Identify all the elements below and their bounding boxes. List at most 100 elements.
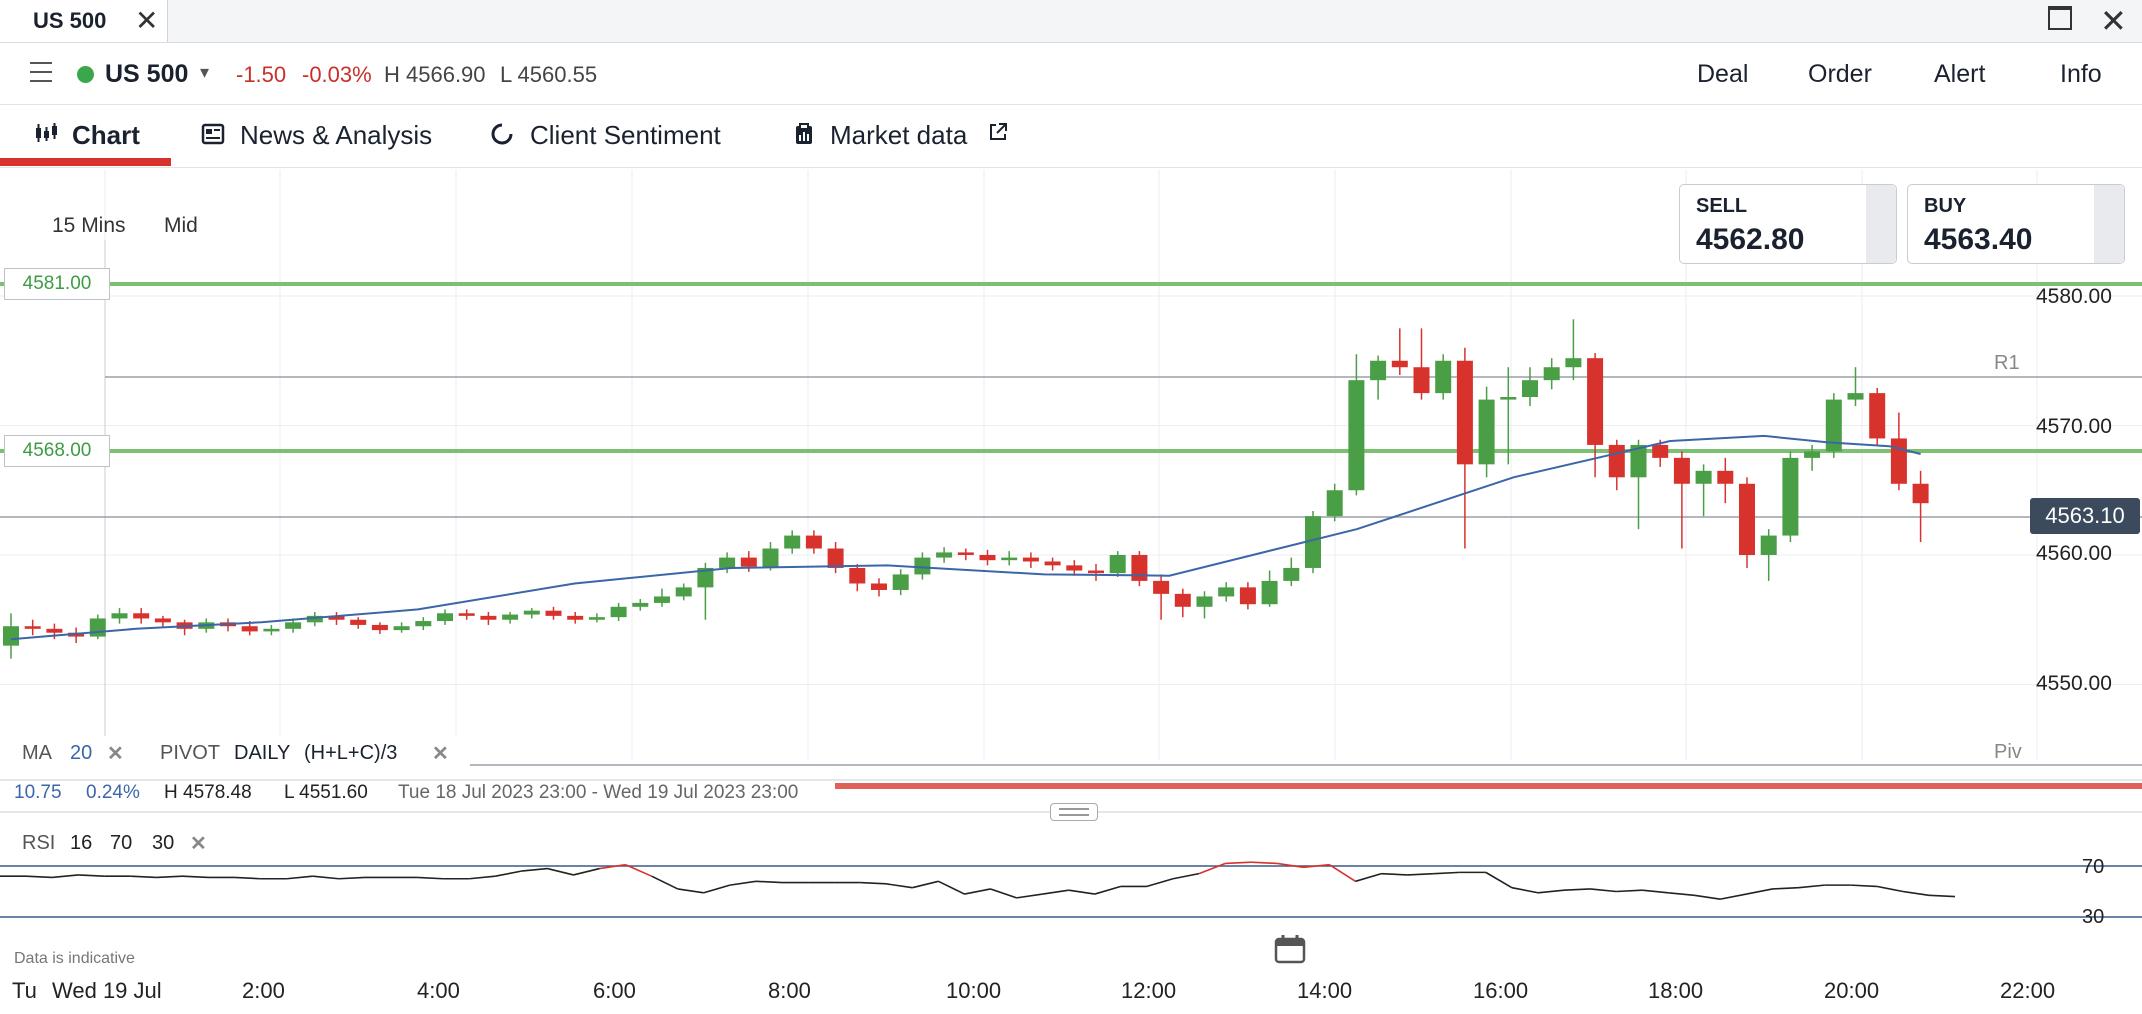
rsi-segment (469, 875, 496, 880)
external-link-icon[interactable] (988, 122, 1008, 142)
rsi-segment (1068, 889, 1095, 895)
candle-up (1326, 490, 1343, 517)
interval-selector[interactable]: 15 Mins (52, 214, 126, 237)
rsi-segment (1355, 872, 1382, 883)
rsi-remove-icon[interactable]: ✕ (190, 833, 207, 855)
candle-up (1283, 567, 1300, 581)
rsi-period[interactable]: 16 (70, 832, 93, 854)
tab-chart[interactable]: Chart (72, 120, 140, 150)
info-button[interactable]: Info (2060, 60, 2102, 88)
rsi-segment (1303, 863, 1330, 869)
candle-down (957, 552, 974, 555)
candle-down (1174, 593, 1191, 607)
panel-resize-handle[interactable] (1050, 803, 1098, 821)
candle-up (892, 574, 909, 590)
x-axis-tick-label: 10:00 (946, 978, 1002, 1003)
rsi-upper-value[interactable]: 70 (110, 832, 133, 854)
day-high: H 4566.90 (384, 62, 486, 87)
instrument-name[interactable]: US 500 (105, 60, 189, 88)
candle-up (1522, 380, 1538, 398)
rsi-segment (1902, 890, 1930, 897)
candle-down (241, 626, 258, 632)
clipboard-icon (796, 123, 812, 144)
candle-up (1370, 360, 1387, 381)
tab-market-data[interactable]: Market data (830, 120, 968, 150)
window-tab[interactable] (0, 0, 168, 42)
rsi-segment (182, 875, 209, 879)
rsi-segment (1146, 877, 1174, 888)
candle-up (610, 606, 627, 618)
candle-down (1088, 570, 1104, 574)
candle-up (502, 614, 519, 620)
candle-up (1630, 444, 1647, 478)
rsi-lower-value[interactable]: 30 (152, 832, 175, 854)
rsi-segment (755, 880, 783, 884)
candle-up (1565, 358, 1582, 368)
rsi-segment (1642, 889, 1669, 894)
rsi-tick-70: 70 (2082, 856, 2105, 878)
candle-down (480, 615, 497, 620)
candle-up (1695, 470, 1712, 484)
buy-button[interactable]: BUY 4563.40 (1907, 184, 2125, 264)
candle-down (1739, 483, 1755, 555)
pivot-period[interactable]: DAILY (234, 742, 291, 764)
candle-up (1804, 451, 1821, 458)
calendar-icon[interactable] (1274, 934, 1306, 964)
rsi-segment (860, 881, 887, 885)
x-axis-tick-label: 14:00 (1297, 978, 1353, 1003)
sell-button[interactable]: SELL 4562.80 (1679, 184, 1897, 264)
candle-down (849, 567, 866, 584)
deal-button[interactable]: Deal (1697, 60, 1749, 88)
candle-up (1218, 587, 1235, 597)
x-axis-date: Wed 19 Jul (52, 978, 162, 1003)
price-chart[interactable] (0, 167, 2142, 976)
candle-up (1348, 380, 1365, 491)
buy-label: BUY (1924, 195, 1967, 217)
candle-down (46, 628, 63, 633)
sell-price: 4562.80 (1696, 223, 1805, 256)
candle-up (1261, 580, 1278, 605)
rsi-segment (1694, 894, 1721, 900)
ma-remove-icon[interactable]: ✕ (107, 743, 124, 765)
level-lower-label[interactable]: 4568.00 (4, 435, 110, 467)
rsi-segment (1198, 862, 1226, 875)
rsi-segment (1589, 888, 1617, 893)
ma-period[interactable]: 20 (70, 742, 93, 764)
x-axis-tick-label: 8:00 (768, 978, 811, 1003)
x-axis-tick-label: 16:00 (1473, 978, 1529, 1003)
candle-down (350, 619, 367, 625)
x-axis-tick-label: 6:00 (593, 978, 636, 1003)
sell-label: SELL (1696, 195, 1748, 217)
window-close-icon[interactable]: ✕ (2100, 3, 2127, 39)
candle-down (133, 613, 150, 619)
tab-news-analysis[interactable]: News & Analysis (240, 120, 433, 150)
candle-up (588, 617, 605, 620)
rsi-segment (1172, 872, 1200, 880)
rsi-segment (495, 870, 522, 877)
candle-up (1760, 535, 1777, 555)
rsi-segment (625, 863, 652, 877)
rsi-segment (1251, 861, 1278, 865)
tab-client-sentiment[interactable]: Client Sentiment (530, 120, 721, 150)
price-type-selector[interactable]: Mid (164, 214, 198, 237)
candle-up (89, 618, 106, 637)
rsi-segment (573, 867, 600, 876)
instrument-dropdown-caret-icon[interactable]: ▾ (200, 62, 210, 82)
candle-down (1608, 444, 1625, 478)
pivot-indicator-label: PIVOT (160, 742, 221, 764)
x-axis-tick-label: 20:00 (1824, 978, 1880, 1003)
rsi-segment (964, 888, 991, 895)
candle-down (24, 626, 41, 629)
rsi-segment (1772, 886, 1799, 890)
hamburger-menu-icon[interactable] (30, 62, 52, 89)
pivot-remove-icon[interactable]: ✕ (432, 743, 449, 765)
alert-button[interactable]: Alert (1934, 60, 1986, 88)
candle-up (697, 567, 714, 588)
rsi-segment (521, 867, 548, 872)
tab-close-icon[interactable]: ✕ (135, 5, 159, 36)
order-button[interactable]: Order (1808, 60, 1872, 88)
summary-change-percent: 0.24% (86, 782, 140, 803)
maximize-icon[interactable] (2048, 6, 2072, 30)
rsi-segment (1563, 888, 1591, 892)
level-upper-label[interactable]: 4581.00 (4, 268, 110, 300)
